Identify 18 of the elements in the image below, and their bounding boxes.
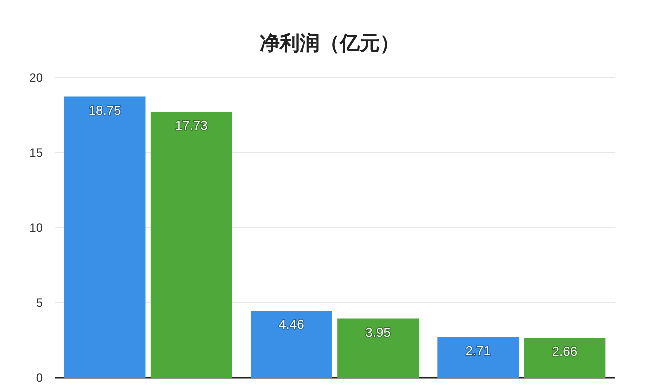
data-label: 18.75 bbox=[88, 102, 122, 118]
bar bbox=[251, 311, 332, 378]
y-tick-label: 20 bbox=[30, 70, 44, 85]
data-label: 4.46 bbox=[279, 317, 304, 332]
bar bbox=[524, 338, 606, 378]
y-tick-label: 0 bbox=[36, 370, 44, 385]
bar bbox=[338, 318, 419, 378]
data-label: 2.71 bbox=[466, 343, 492, 358]
y-tick-label: 5 bbox=[36, 296, 44, 310]
chart-title: 净利润（亿元） bbox=[260, 32, 400, 55]
y-tick-label: 15 bbox=[30, 146, 44, 160]
data-label: 3.95 bbox=[366, 324, 391, 340]
y-tick-label: 10 bbox=[30, 220, 44, 235]
data-label: 2.66 bbox=[552, 344, 578, 360]
bar bbox=[64, 96, 146, 378]
bar bbox=[150, 112, 232, 378]
bar bbox=[438, 337, 520, 378]
data-label: 17.73 bbox=[175, 118, 208, 134]
